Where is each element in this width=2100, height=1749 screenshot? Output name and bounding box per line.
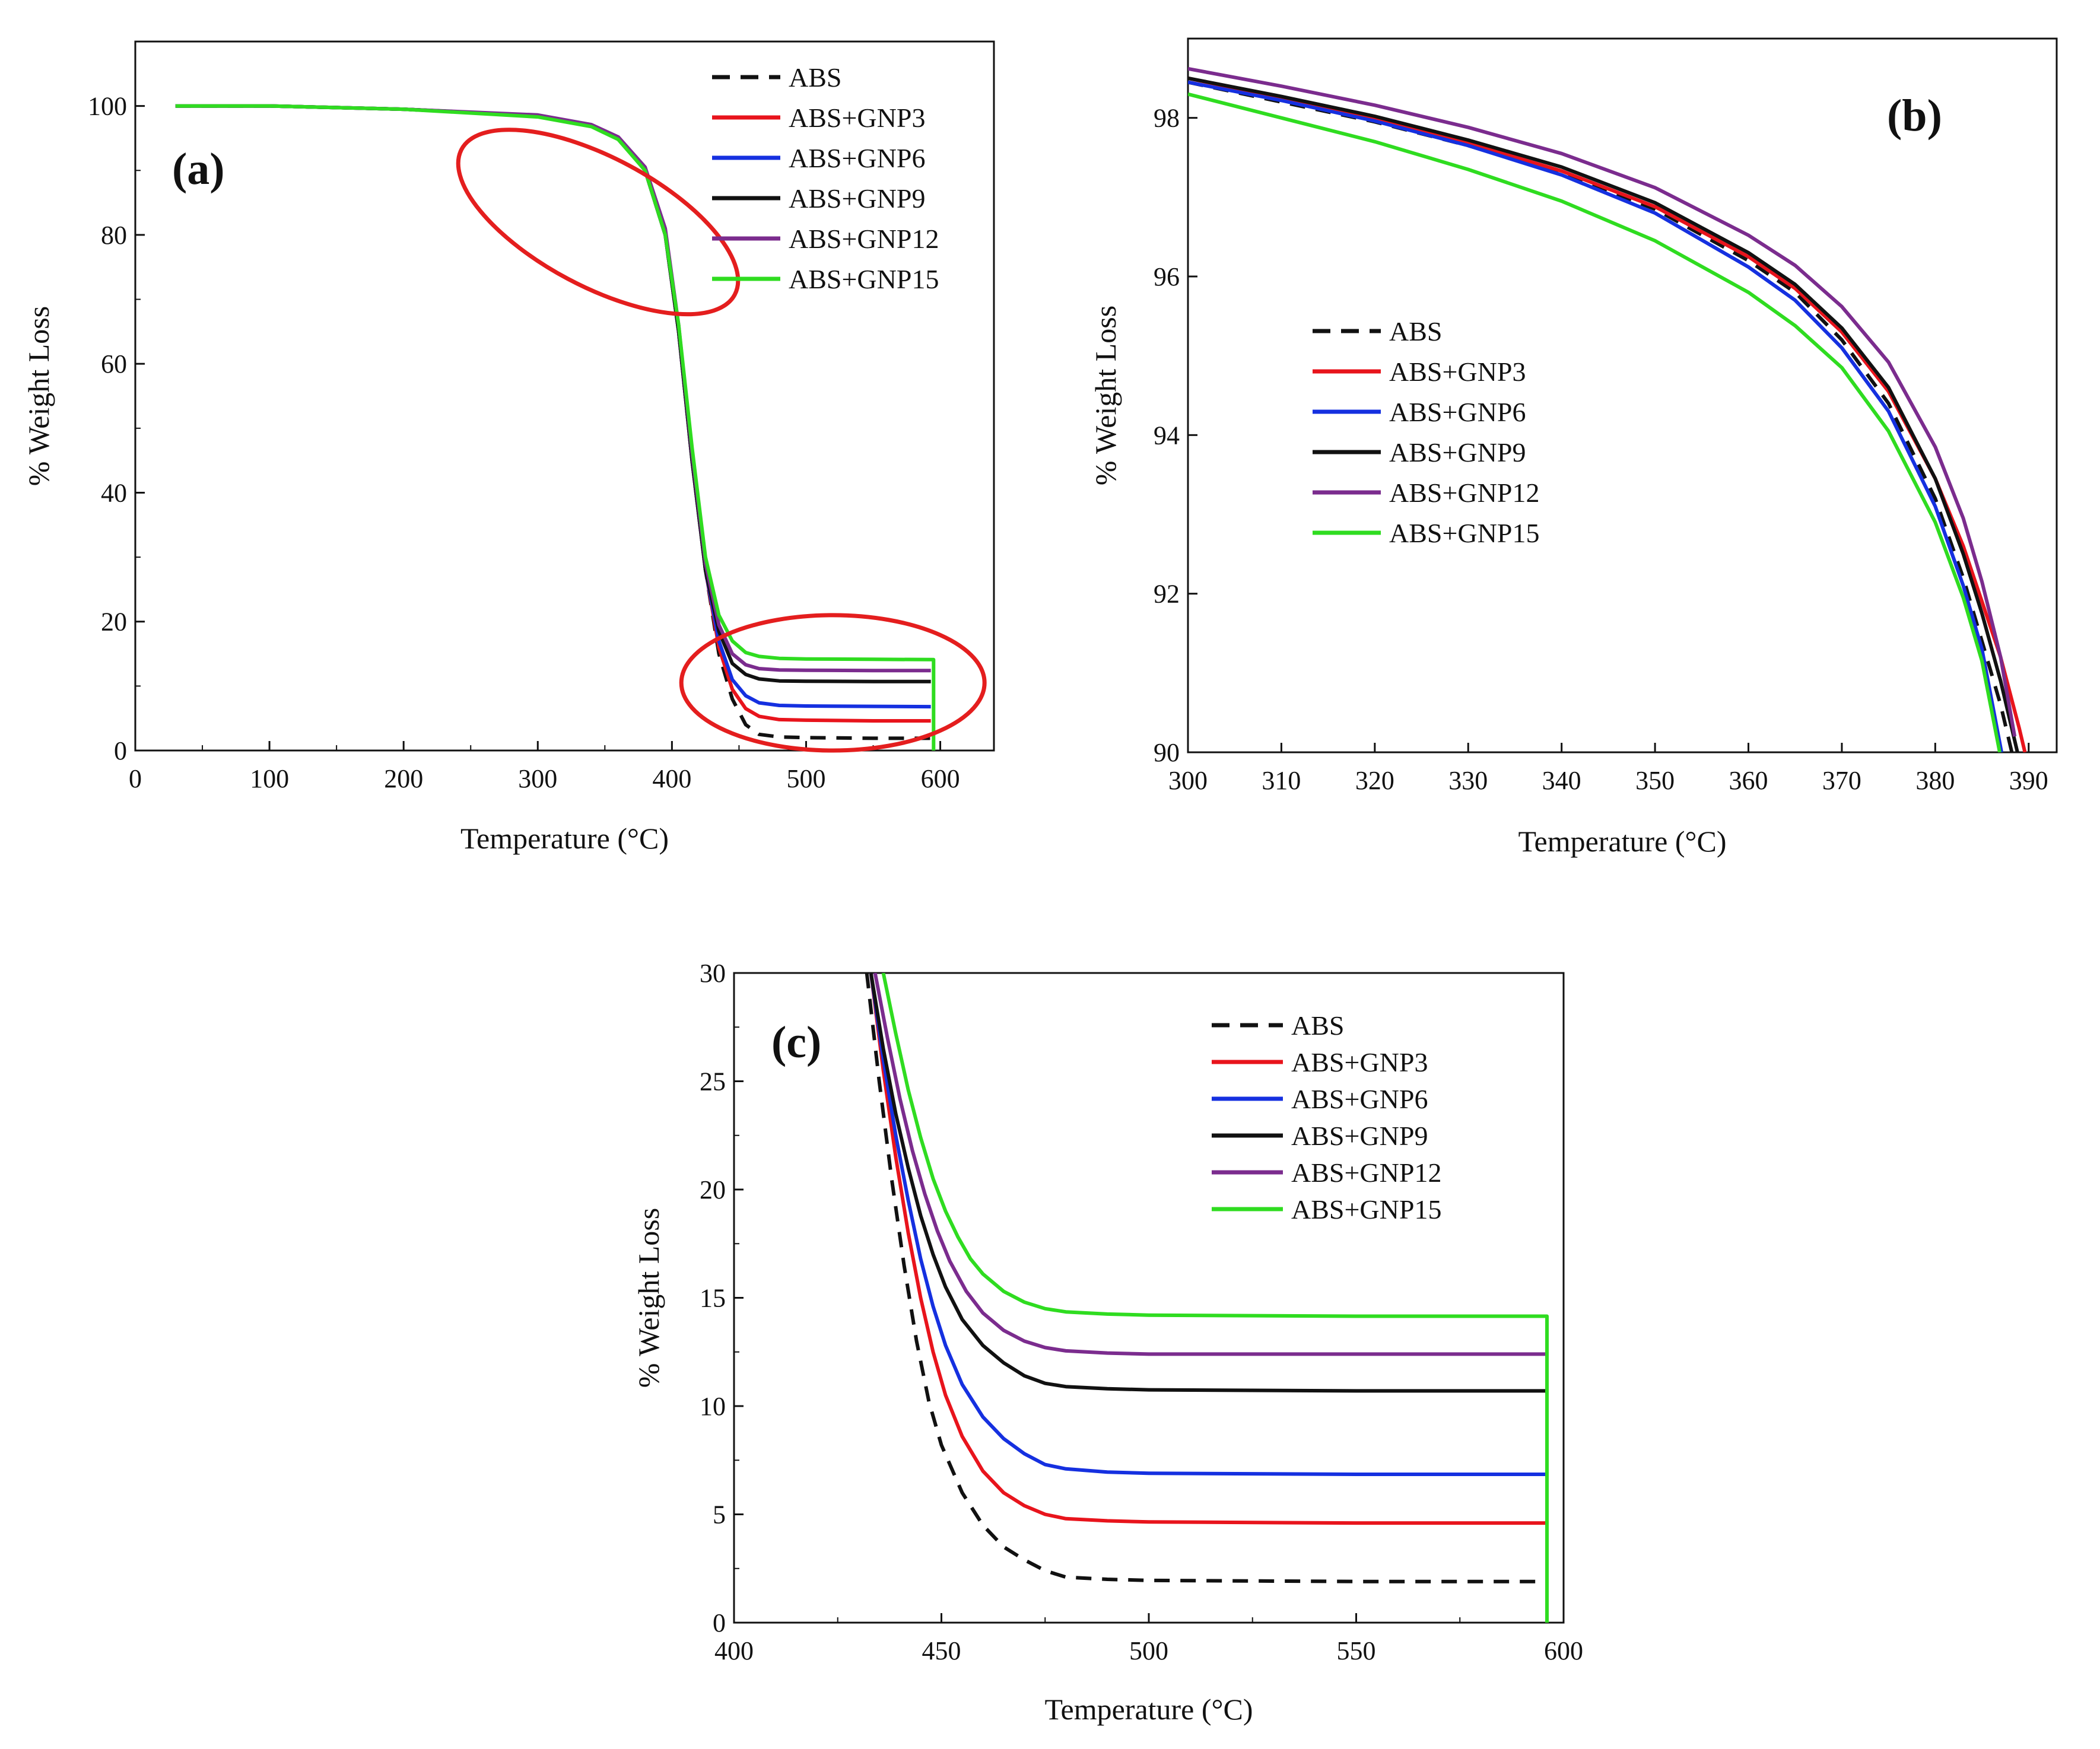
x-tick-label: 360 (1729, 766, 1768, 795)
series-group-a (175, 104, 936, 751)
x-axis-title: Temperature (°C) (1518, 825, 1726, 858)
series-line-abs-gnp15 (175, 104, 936, 751)
legend-label: ABS+GNP6 (789, 143, 925, 173)
x-tick-label: 300 (1168, 766, 1208, 795)
y-tick-label: 20 (101, 608, 127, 637)
y-tick-label: 0 (713, 1608, 726, 1637)
legend-label: ABS+GNP12 (789, 224, 939, 254)
y-tick-label: 60 (101, 349, 127, 379)
series-line-abs-gnp3 (1188, 76, 2027, 752)
y-tick-label: 0 (114, 736, 127, 765)
x-tick-label: 340 (1542, 766, 1581, 795)
legend-b: ABS ABS+GNP3 ABS+GNP6 ABS+GNP9 ABS+GNP12 ABS+… (1313, 316, 1539, 548)
series-line-abs-gnp6 (869, 973, 1547, 1476)
y-tick-label: 96 (1154, 262, 1180, 291)
panel-label: (b) (1887, 91, 1942, 141)
x-tick-label: 500 (786, 764, 825, 793)
x-tick-label: 400 (714, 1636, 754, 1665)
x-tick-label: 450 (922, 1636, 961, 1665)
legend-label: ABS (1291, 1010, 1344, 1041)
legend-label: ABS+GNP6 (1389, 397, 1526, 427)
y-tick-label: 10 (700, 1392, 726, 1421)
legend-label: ABS+GNP15 (1291, 1194, 1441, 1225)
y-tick-label: 15 (700, 1284, 726, 1313)
y-tick-label: 40 (101, 478, 127, 507)
series-line-abs-gnp12 (1188, 66, 2017, 737)
panel-label: (a) (172, 144, 225, 194)
legend-label: ABS+GNP12 (1291, 1157, 1441, 1188)
legend-label: ABS+GNP15 (789, 264, 939, 294)
series-group-b (1188, 66, 2027, 752)
series-line-abs-gnp12 (873, 973, 1547, 1356)
series-line-abs (865, 973, 1547, 1583)
x-tick-label: 370 (1822, 766, 1861, 795)
x-tick-label: 380 (1915, 766, 1955, 795)
panel-a: 0 100 200 300 400 500 600 0 20 40 60 80 100 Temperatu… (22, 40, 995, 855)
x-tick-label: 500 (1129, 1636, 1168, 1665)
series-line-abs-gnp15 (881, 973, 1549, 1623)
series-line-abs-gnp15 (1188, 92, 2001, 752)
x-tick-label: 320 (1355, 766, 1394, 795)
panel-b: 300 310 320 330 340 350 360 370 380 390 90 92 94 96 98… (1089, 37, 2058, 858)
x-tick-label: 200 (384, 764, 423, 793)
x-tick-label: 0 (129, 764, 142, 793)
y-axis-title: % Weight Loss (632, 1208, 665, 1388)
y-tick-label: 98 (1154, 104, 1180, 133)
x-tick-label: 350 (1635, 766, 1675, 795)
legend-label: ABS (789, 62, 841, 93)
series-line-abs-gnp9 (1188, 76, 2019, 752)
legend-label: ABS+GNP6 (1291, 1084, 1428, 1114)
x-tick-label: 400 (652, 764, 691, 793)
highlight-ellipse-2 (679, 613, 987, 753)
y-tick-label: 5 (713, 1500, 726, 1529)
legend-c: ABS ABS+GNP3 ABS+GNP6 ABS+GNP9 ABS+GNP12 ABS+… (1212, 1010, 1441, 1225)
x-tick-label: 300 (518, 764, 557, 793)
legend-label: ABS+GNP12 (1389, 478, 1539, 508)
x-axis-title: Temperature (°C) (1044, 1693, 1253, 1726)
plot-frame-c (733, 972, 1565, 1624)
legend-label: ABS+GNP9 (1389, 437, 1526, 468)
legend-label: ABS+GNP15 (1389, 518, 1539, 548)
panel-label: (c) (771, 1017, 821, 1067)
plot-frame-b (1187, 37, 2058, 753)
y-tick-label: 80 (101, 221, 127, 250)
highlight-ellipse-1 (456, 128, 741, 317)
x-tick-label: 600 (1544, 1636, 1583, 1665)
y-tick-label: 90 (1154, 738, 1180, 767)
legend-a: ABS ABS+GNP3 ABS+GNP6 ABS+GNP9 ABS+GNP12 ABS+… (712, 62, 939, 294)
series-line-abs-gnp3 (869, 973, 1547, 1525)
x-tick-label: 390 (2009, 766, 2048, 795)
panel-c: 400 450 500 550 600 0 5 10 15 20 25 30 Temperature (… (632, 959, 1583, 1726)
legend-label: ABS+GNP9 (789, 183, 925, 214)
y-tick-label: 20 (700, 1175, 726, 1204)
y-tick-label: 94 (1154, 421, 1180, 450)
legend-label: ABS+GNP9 (1291, 1121, 1428, 1151)
x-tick-label: 330 (1448, 766, 1488, 795)
x-tick-label: 100 (250, 764, 289, 793)
x-tick-label: 550 (1337, 1636, 1376, 1665)
x-tick-label: 310 (1262, 766, 1301, 795)
x-tick-label: 600 (921, 764, 960, 793)
series-group-c (865, 973, 1549, 1623)
legend-label: ABS+GNP3 (789, 103, 925, 133)
legend-label: ABS (1389, 316, 1442, 346)
series-line-abs-gnp6 (1188, 80, 2004, 752)
x-axis-title: Temperature (°C) (460, 822, 669, 855)
legend-label: ABS+GNP3 (1389, 357, 1526, 387)
y-tick-label: 100 (88, 92, 127, 121)
legend-label: ABS+GNP3 (1291, 1047, 1428, 1077)
y-tick-label: 25 (700, 1067, 726, 1096)
y-tick-label: 92 (1154, 580, 1180, 609)
series-line-abs-gnp9 (869, 973, 1547, 1393)
y-axis-title: % Weight Loss (22, 306, 55, 486)
plot-frame-a (134, 40, 995, 752)
y-tick-label: 30 (700, 959, 726, 988)
y-axis-title: % Weight Loss (1089, 306, 1122, 485)
